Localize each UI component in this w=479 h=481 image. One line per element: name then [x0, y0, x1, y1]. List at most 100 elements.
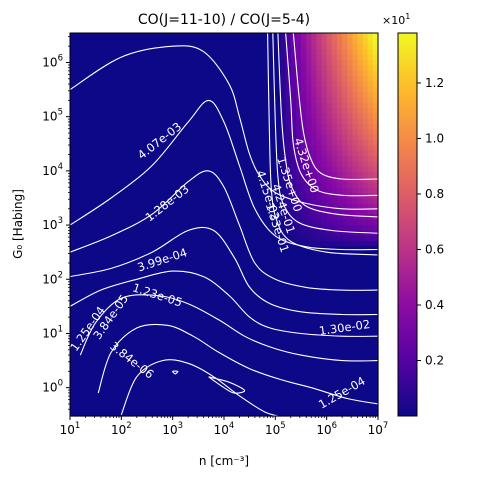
heatmap-cell [352, 362, 359, 369]
heatmap-cell [367, 107, 374, 114]
heatmap-cell [188, 181, 194, 188]
heatmap-cell [275, 229, 282, 236]
heatmap-cell [90, 165, 97, 172]
heatmap-cell [105, 261, 112, 268]
heatmap-cell [116, 150, 122, 156]
heatmap-cell [270, 139, 276, 146]
heatmap-cell [147, 75, 153, 82]
heatmap-cell [203, 43, 210, 50]
heatmap-cell [193, 394, 199, 401]
heatmap-cell [275, 330, 282, 337]
heatmap-cell [301, 118, 307, 125]
heatmap-cell [111, 86, 117, 93]
heatmap-cell [126, 197, 133, 204]
heatmap-cell [295, 293, 302, 300]
heatmap-cell [265, 134, 271, 140]
heatmap-cell [347, 208, 353, 215]
heatmap-cell [75, 150, 81, 156]
heatmap-cell [75, 229, 81, 236]
heatmap-cell [157, 256, 163, 263]
heatmap-cell [85, 96, 92, 103]
heatmap-cell [295, 325, 302, 332]
heatmap-cell [229, 64, 235, 71]
heatmap-cell [372, 378, 379, 385]
heatmap-cell [105, 229, 112, 236]
heatmap-cell [352, 309, 359, 316]
heatmap-cell [259, 160, 266, 167]
heatmap-cell [321, 80, 328, 87]
heatmap-cell [198, 362, 205, 369]
heatmap-cell [306, 267, 312, 273]
heatmap-cell [234, 325, 240, 332]
heatmap-cell [342, 38, 348, 45]
heatmap-cell [90, 229, 97, 236]
heatmap-cell [326, 144, 333, 151]
heatmap-cell [172, 378, 179, 385]
x-tick-label: 107 [368, 421, 389, 437]
heatmap-cell [367, 54, 374, 61]
heatmap-cell [188, 219, 194, 226]
heatmap-cell [367, 346, 374, 353]
heatmap-cell [295, 139, 302, 146]
heatmap-cell [321, 123, 328, 130]
heatmap-cell [275, 309, 282, 316]
heatmap-cell [326, 80, 333, 87]
heatmap-cell [306, 368, 312, 375]
heatmap-cell [172, 187, 179, 194]
heatmap-cell [372, 75, 379, 82]
heatmap-cell [90, 378, 97, 385]
heatmap-cell [182, 267, 189, 273]
heatmap-cell [244, 165, 251, 172]
heatmap-cell [301, 341, 307, 348]
heatmap-cell [116, 96, 122, 103]
heatmap-cell [75, 213, 81, 220]
heatmap-cell [331, 277, 338, 284]
heatmap-cell [357, 128, 364, 135]
heatmap-cell [172, 54, 179, 61]
heatmap-cell [105, 70, 112, 77]
heatmap-cell [80, 394, 86, 401]
heatmap-cell [147, 96, 153, 103]
heatmap-cell [85, 245, 92, 252]
heatmap-cell [301, 75, 307, 82]
heatmap-cell [116, 352, 122, 359]
heatmap-cell [193, 235, 199, 242]
heatmap-cell [347, 219, 353, 226]
heatmap-cell [90, 33, 97, 39]
heatmap-cell [167, 64, 174, 71]
heatmap-cell [203, 304, 210, 311]
heatmap-cell [295, 96, 302, 103]
heatmap-cell [249, 102, 256, 109]
heatmap-cell [70, 368, 76, 375]
heatmap-cell [372, 245, 379, 252]
heatmap-cell [126, 91, 133, 98]
heatmap-cell [193, 245, 199, 252]
heatmap-cell [285, 229, 292, 236]
heatmap-cell [85, 362, 92, 369]
heatmap-cell [136, 86, 143, 93]
heatmap-cell [352, 341, 359, 348]
heatmap-cell [306, 283, 312, 289]
heatmap-cell [203, 107, 210, 114]
heatmap-cell [342, 352, 348, 359]
heatmap-cell [90, 272, 97, 279]
heatmap-cell [331, 298, 338, 305]
heatmap-cell [326, 134, 333, 140]
heatmap-cell [111, 245, 117, 252]
heatmap-cell [306, 325, 312, 332]
heatmap-cell [342, 43, 348, 50]
heatmap-cell [229, 165, 235, 172]
heatmap-cell [311, 314, 317, 321]
heatmap-cell [198, 64, 205, 71]
heatmap-cell [136, 368, 143, 375]
heatmap-cell [265, 261, 271, 268]
heatmap-cell [336, 405, 343, 412]
heatmap-cell [254, 235, 261, 242]
heatmap-cell [229, 309, 235, 316]
heatmap-cell [193, 240, 199, 247]
heatmap-cell [301, 192, 307, 199]
heatmap-cell [224, 70, 230, 77]
heatmap-cell [336, 293, 343, 300]
heatmap-cell [116, 134, 122, 140]
heatmap-cell [95, 336, 102, 343]
